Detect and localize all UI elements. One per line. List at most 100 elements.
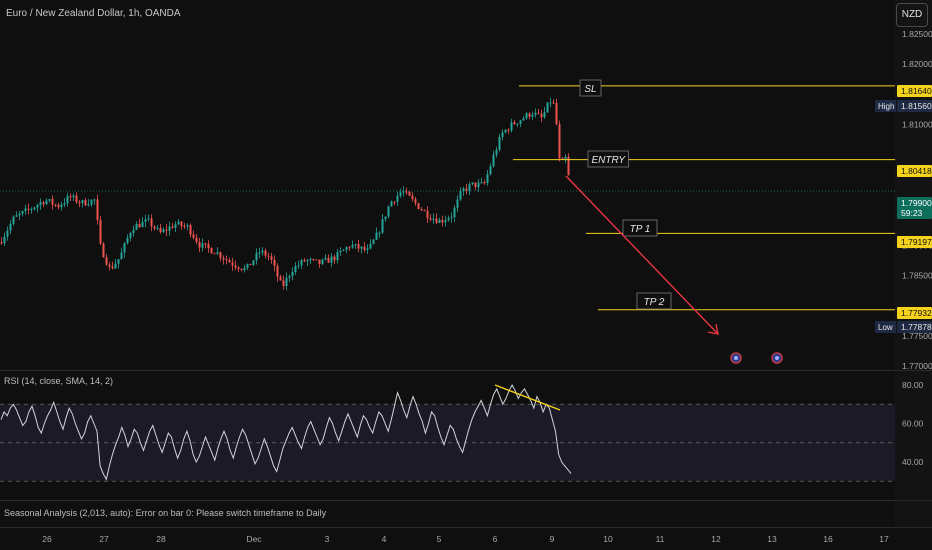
price-tag-value: 1.79197 xyxy=(901,237,932,247)
candle xyxy=(231,262,234,266)
candle xyxy=(378,232,381,234)
time-tick-label: 13 xyxy=(767,534,777,544)
candle xyxy=(405,191,408,193)
projection-arrow xyxy=(565,175,718,334)
candle xyxy=(66,196,69,204)
candle xyxy=(111,266,114,269)
divergence-line xyxy=(494,384,561,411)
price-tick-label: 1.82000 xyxy=(902,59,932,69)
candle xyxy=(102,243,105,258)
candle xyxy=(522,118,525,121)
candle xyxy=(477,182,480,188)
candle xyxy=(459,191,462,200)
price-tag xyxy=(897,85,932,97)
candle xyxy=(297,265,300,267)
level-label: ENTRY xyxy=(591,155,626,166)
time-tick-label: 26 xyxy=(42,534,52,544)
candle xyxy=(387,206,390,217)
candle xyxy=(69,196,72,198)
level-label-box xyxy=(636,292,672,310)
level-label-box xyxy=(587,150,629,168)
candle xyxy=(540,113,543,118)
candle xyxy=(45,200,48,205)
candle xyxy=(33,207,36,210)
candle xyxy=(159,227,162,233)
candle xyxy=(219,252,222,258)
candle xyxy=(327,257,330,263)
candle xyxy=(372,239,375,244)
candle xyxy=(510,122,513,131)
price-tag xyxy=(897,307,932,319)
candle xyxy=(417,203,420,210)
candle xyxy=(168,226,171,231)
tag-label-box xyxy=(875,321,896,333)
level-label-box xyxy=(622,219,658,237)
candle xyxy=(483,182,486,184)
candle xyxy=(258,252,261,254)
candle xyxy=(366,248,369,250)
price-tag xyxy=(897,100,932,112)
rsi-tick-label: 60.00 xyxy=(902,419,924,429)
candle xyxy=(270,256,273,260)
candle xyxy=(435,218,438,223)
candle xyxy=(207,244,210,248)
candle xyxy=(174,224,177,228)
candle xyxy=(468,184,471,191)
candle xyxy=(126,238,129,244)
candle xyxy=(252,260,255,265)
candle xyxy=(249,263,252,265)
chart-title: Euro / New Zealand Dollar, 1h, OANDA xyxy=(6,8,181,19)
candle xyxy=(546,102,549,113)
candle xyxy=(333,256,336,261)
candle xyxy=(129,232,132,239)
candle xyxy=(420,209,423,211)
candle xyxy=(300,260,303,266)
candle xyxy=(171,226,174,228)
price-tick-label: 1.82500 xyxy=(902,29,932,39)
time-tick-label: 5 xyxy=(437,534,442,544)
candle xyxy=(396,195,399,202)
candle xyxy=(390,201,393,207)
time-tick-label: 3 xyxy=(325,534,330,544)
candle xyxy=(363,246,366,250)
candle xyxy=(273,259,276,266)
candle xyxy=(315,259,318,261)
candle xyxy=(465,188,468,191)
candle xyxy=(318,259,321,265)
time-tick-label: 12 xyxy=(711,534,721,544)
candle xyxy=(564,156,567,160)
candle xyxy=(282,280,285,286)
price-tag-value: 1.79900 xyxy=(901,198,932,208)
time-tick-label: 9 xyxy=(550,534,555,544)
price-tag-value: 1.81560 xyxy=(901,101,932,111)
candle xyxy=(75,195,78,203)
candle xyxy=(180,221,183,227)
candle xyxy=(186,225,189,227)
candle xyxy=(495,149,498,155)
candle xyxy=(198,241,201,248)
currency-button[interactable]: NZD xyxy=(896,3,928,27)
candle xyxy=(120,252,123,260)
candle xyxy=(426,210,429,219)
candle xyxy=(243,267,246,270)
candle xyxy=(27,208,30,210)
candle xyxy=(201,243,204,248)
price-tag-value: 1.77932 xyxy=(901,308,932,318)
candle xyxy=(345,247,348,250)
candle xyxy=(96,199,99,220)
candle xyxy=(414,199,417,204)
rsi-label: RSI (14, close, SMA, 14, 2) xyxy=(4,376,114,386)
price-tick-label: 1.77500 xyxy=(902,331,932,341)
candle xyxy=(3,236,6,244)
candle xyxy=(51,199,54,205)
candle xyxy=(135,223,138,230)
candle xyxy=(210,247,213,254)
candle xyxy=(240,268,243,270)
candle xyxy=(204,243,207,245)
candle xyxy=(264,250,267,256)
candle xyxy=(321,259,324,265)
time-tick-label: 27 xyxy=(99,534,109,544)
candle xyxy=(195,237,198,242)
candle xyxy=(267,255,270,257)
